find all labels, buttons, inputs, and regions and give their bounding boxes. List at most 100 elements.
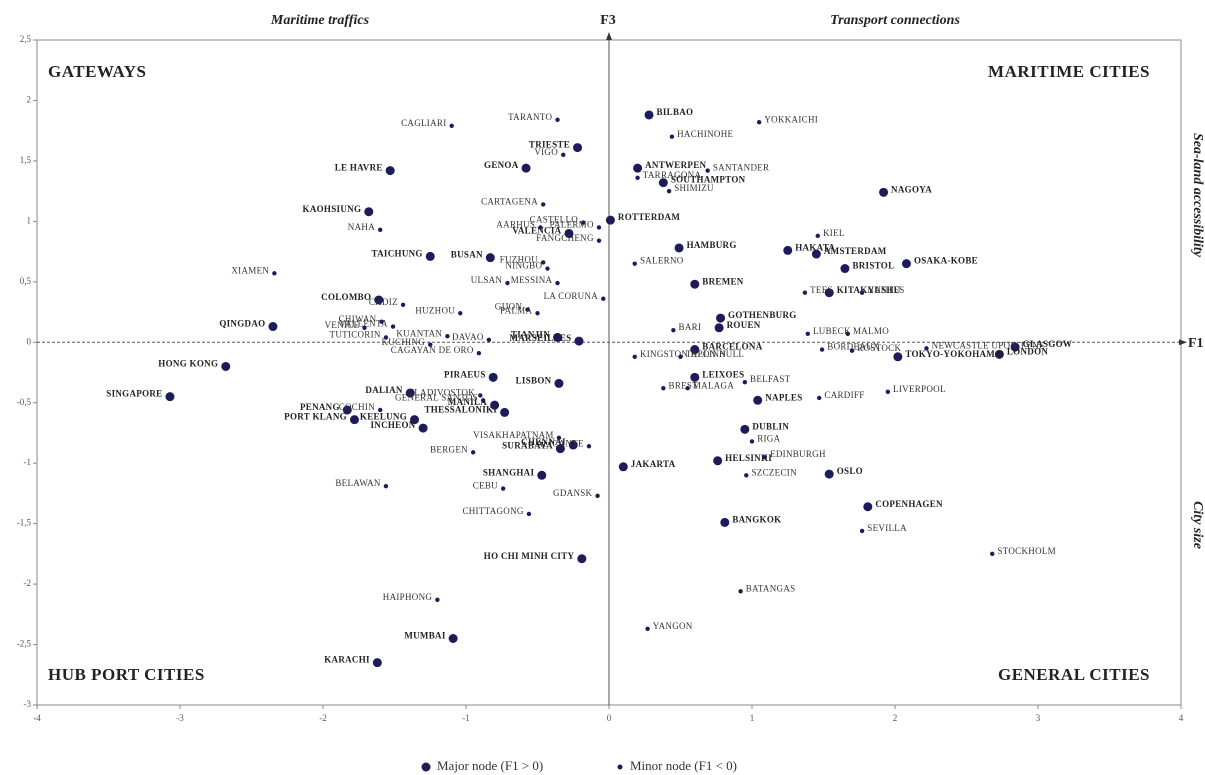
point <box>577 554 587 564</box>
point-label: KUANTAN <box>396 328 442 338</box>
y-tick-label: 0,5 <box>20 276 32 286</box>
point <box>378 227 383 233</box>
point-label: BERGEN <box>430 444 468 454</box>
point <box>383 335 389 340</box>
point-label: ROSTOCK <box>857 343 901 353</box>
point <box>476 350 482 356</box>
point-label: PALERMO <box>550 219 594 229</box>
point-label: PORT KLANG <box>284 412 347 422</box>
point-label: VIGO <box>534 147 558 157</box>
point <box>478 393 483 398</box>
point <box>500 486 506 491</box>
point <box>901 259 911 269</box>
point-label: OSAKA-KOBE <box>914 256 978 266</box>
point <box>863 502 873 512</box>
point-label: SOUTHAMPTON <box>671 175 746 185</box>
point-label: HAIPHONG <box>383 592 433 602</box>
point <box>678 354 683 359</box>
point <box>815 233 820 239</box>
point <box>716 313 726 323</box>
right-note: City size <box>1190 501 1205 549</box>
point-label: SHIMIZU <box>674 183 714 193</box>
legend-label: Major node (F1 > 0) <box>437 758 543 773</box>
point-label: TARANTO <box>508 112 552 122</box>
point-label: ALICANTE <box>536 438 584 448</box>
point <box>633 163 643 173</box>
top-note: Maritime traffics <box>270 13 370 28</box>
point <box>425 251 435 261</box>
quadrant-label: GATEWAYS <box>48 62 146 81</box>
y-tick-label: 2,5 <box>20 34 32 44</box>
point <box>690 279 700 289</box>
point <box>632 354 637 359</box>
point-label: MANILA <box>448 397 487 407</box>
point <box>632 261 637 266</box>
point <box>555 444 565 454</box>
point <box>671 327 676 333</box>
point <box>449 123 454 129</box>
point-label: NEWCASTLE UPON TYNE <box>932 340 1045 350</box>
point <box>390 324 396 329</box>
point <box>618 462 628 472</box>
point-label: TIANJIN <box>511 329 550 339</box>
point-label: BILBAO <box>657 107 694 117</box>
point-label: NAHA <box>348 222 375 232</box>
point <box>674 243 684 253</box>
point-label: KEELUNG <box>360 412 407 422</box>
point-label: MUMBAI <box>404 631 445 641</box>
point-label: AMSTERDAM <box>824 246 887 256</box>
point-label: MESSINA <box>511 275 553 285</box>
point-label: INCHEON <box>370 420 415 430</box>
point <box>994 349 1004 359</box>
point <box>221 361 231 371</box>
point <box>526 511 532 517</box>
legend-marker <box>617 764 623 770</box>
point <box>720 517 730 527</box>
point-label: TAICHUNG <box>372 248 423 258</box>
point <box>805 331 810 337</box>
point-label: TUTICORIN <box>330 329 381 339</box>
y-tick-label: -1 <box>24 457 32 467</box>
point-label: NINGBO <box>505 261 542 271</box>
point-label: LUBECK <box>813 326 851 336</box>
point-label: TRIESTE <box>529 140 570 150</box>
point <box>541 202 546 207</box>
point <box>742 379 748 385</box>
point <box>561 152 566 158</box>
y-tick-label: -2 <box>24 578 32 588</box>
y-tick-label: -0,5 <box>17 397 32 407</box>
legend-marker <box>421 762 431 772</box>
point <box>1010 342 1020 352</box>
y-tick-label: -2,5 <box>17 639 32 649</box>
point <box>342 405 352 415</box>
point <box>859 528 865 534</box>
y-tick-label: 1,5 <box>20 155 32 165</box>
point <box>486 337 492 343</box>
point <box>644 110 654 120</box>
point <box>690 345 700 355</box>
x-tick-label: 1 <box>750 713 755 723</box>
point-label: VALLENTA <box>339 319 388 329</box>
point <box>554 378 564 388</box>
point-label: BRISTOL <box>852 261 894 271</box>
point-label: BANGKOK <box>732 514 781 524</box>
point-label: HACHINOHE <box>677 129 733 139</box>
point <box>595 493 600 499</box>
point <box>740 424 750 434</box>
point <box>435 597 440 603</box>
point <box>383 483 389 489</box>
point-label: COPENHAGEN <box>875 499 943 509</box>
quadrant-label: HUB PORT CITIES <box>48 665 205 684</box>
point-label: SINGAPORE <box>106 389 162 399</box>
point-label: STOCKHOLM <box>997 546 1056 556</box>
point-label: SURABAYA <box>502 441 553 451</box>
point-label: GDANSK <box>553 488 593 498</box>
point-label: CASTELLO <box>530 215 579 225</box>
axis-arrow <box>606 32 612 40</box>
point-label: YANGON <box>653 621 693 631</box>
point <box>859 290 865 295</box>
quadrant-label: GENERAL CITIES <box>998 665 1150 684</box>
point-label: NANTES <box>867 285 904 295</box>
point <box>713 456 723 466</box>
point-label: KUCHING <box>381 337 425 347</box>
